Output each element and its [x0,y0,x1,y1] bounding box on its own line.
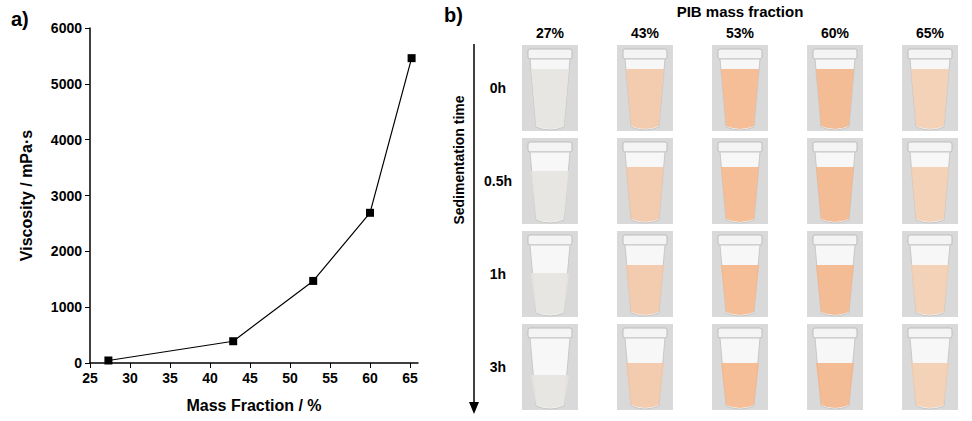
svg-text:50: 50 [282,370,298,386]
svg-text:1000: 1000 [51,299,82,315]
svg-text:5000: 5000 [51,76,82,92]
svg-text:30: 30 [122,370,138,386]
svg-text:65%: 65% [916,25,945,41]
svg-text:4000: 4000 [51,132,82,148]
svg-text:27%: 27% [536,25,565,41]
svg-text:60: 60 [362,370,378,386]
svg-text:PIB mass fraction: PIB mass fraction [677,3,804,20]
svg-text:b): b) [444,4,463,26]
svg-text:a): a) [11,8,29,30]
svg-text:55: 55 [322,370,338,386]
svg-text:3h: 3h [490,359,506,375]
svg-text:2000: 2000 [51,243,82,259]
svg-text:0: 0 [74,355,82,371]
svg-text:65: 65 [402,370,418,386]
svg-text:25: 25 [82,370,98,386]
svg-text:60%: 60% [821,25,850,41]
svg-text:0.5h: 0.5h [484,173,512,189]
svg-text:35: 35 [162,370,178,386]
svg-text:Sedimentation time: Sedimentation time [451,95,467,224]
svg-text:0h: 0h [490,80,506,96]
svg-text:43%: 43% [631,25,660,41]
svg-text:3000: 3000 [51,188,82,204]
svg-text:6000: 6000 [51,20,82,36]
svg-text:53%: 53% [726,25,755,41]
svg-text:Viscosity / mPa·s: Viscosity / mPa·s [18,130,35,261]
svg-text:1h: 1h [490,266,506,282]
svg-text:40: 40 [202,370,218,386]
svg-text:45: 45 [242,370,258,386]
svg-text:Mass Fraction / %: Mass Fraction / % [186,397,321,414]
